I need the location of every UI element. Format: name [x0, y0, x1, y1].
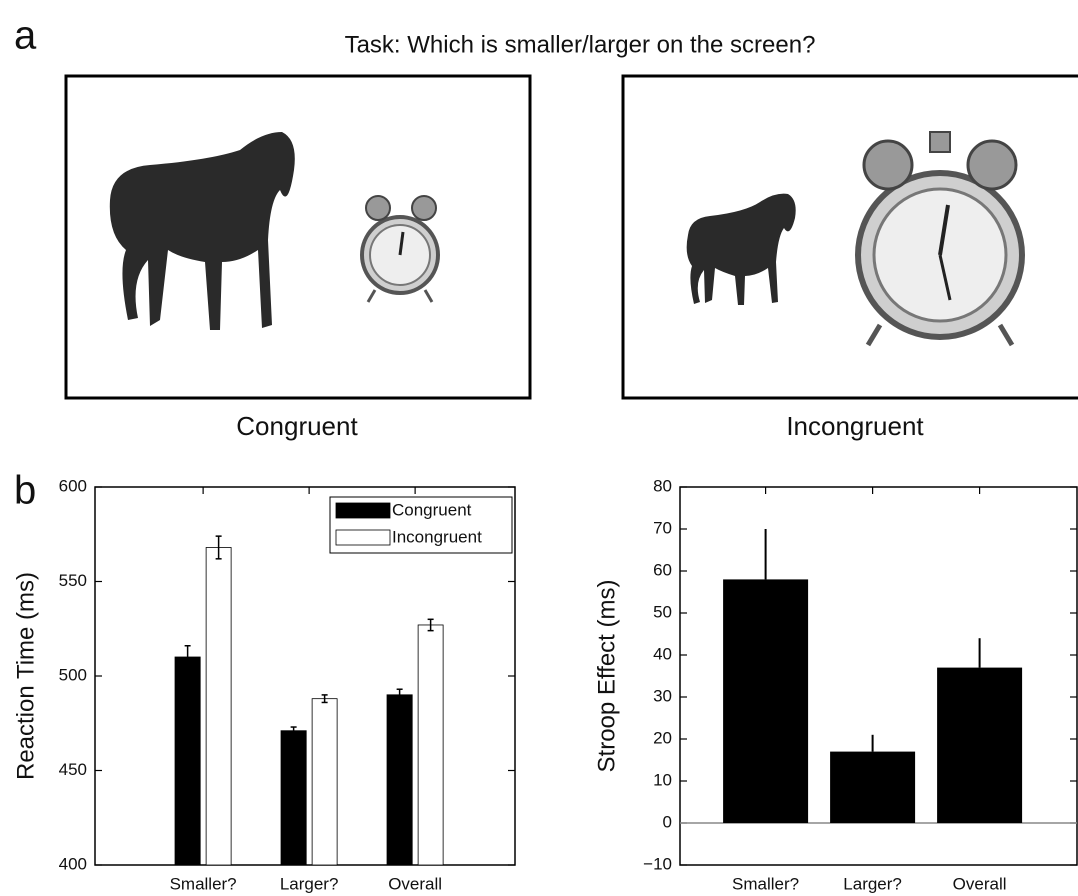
y-axis-label: Stroop Effect (ms) [593, 580, 620, 773]
bar [723, 579, 809, 823]
y-tick-label: 80 [653, 476, 672, 495]
bar [174, 656, 201, 866]
panel-label: b [14, 469, 36, 513]
y-tick-label: −10 [643, 854, 672, 873]
y-tick-label: 600 [59, 476, 87, 495]
caption: Congruent [236, 411, 358, 441]
y-tick-label: 10 [653, 770, 672, 789]
y-axis-label: Reaction Time (ms) [12, 572, 39, 780]
x-tick-label: Overall [388, 874, 442, 893]
y-tick-label: 40 [653, 644, 672, 663]
y-tick-label: 60 [653, 560, 672, 579]
y-tick-label: 70 [653, 518, 672, 537]
legend-swatch [335, 502, 391, 519]
y-tick-label: 450 [59, 760, 87, 779]
task-title: Task: Which is smaller/larger on the scr… [345, 31, 816, 58]
y-tick-label: 20 [653, 728, 672, 747]
legend-label: Congruent [392, 500, 472, 519]
bar [937, 667, 1023, 823]
bar [386, 694, 413, 866]
bar [417, 624, 444, 866]
bar [311, 698, 338, 866]
congruent-stimulus [64, 74, 532, 400]
y-tick-label: 50 [653, 602, 672, 621]
x-tick-label: Larger? [280, 874, 339, 893]
y-tick-label: 0 [663, 812, 672, 831]
bar [205, 547, 232, 866]
caption: Incongruent [786, 411, 924, 441]
x-tick-label: Overall [953, 874, 1007, 893]
y-tick-label: 400 [59, 854, 87, 873]
bar [830, 751, 916, 823]
x-tick-label: Smaller? [170, 874, 237, 893]
legend-label: Incongruent [392, 527, 482, 546]
legend-swatch [335, 529, 391, 546]
panel-label: a [14, 14, 37, 58]
bar [280, 730, 307, 866]
incongruent-stimulus [621, 74, 1078, 400]
y-tick-label: 550 [59, 571, 87, 590]
y-tick-label: 30 [653, 686, 672, 705]
plot-frame [679, 486, 1078, 866]
y-tick-label: 500 [59, 665, 87, 684]
x-tick-label: Larger? [843, 874, 902, 893]
x-tick-label: Smaller? [732, 874, 799, 893]
